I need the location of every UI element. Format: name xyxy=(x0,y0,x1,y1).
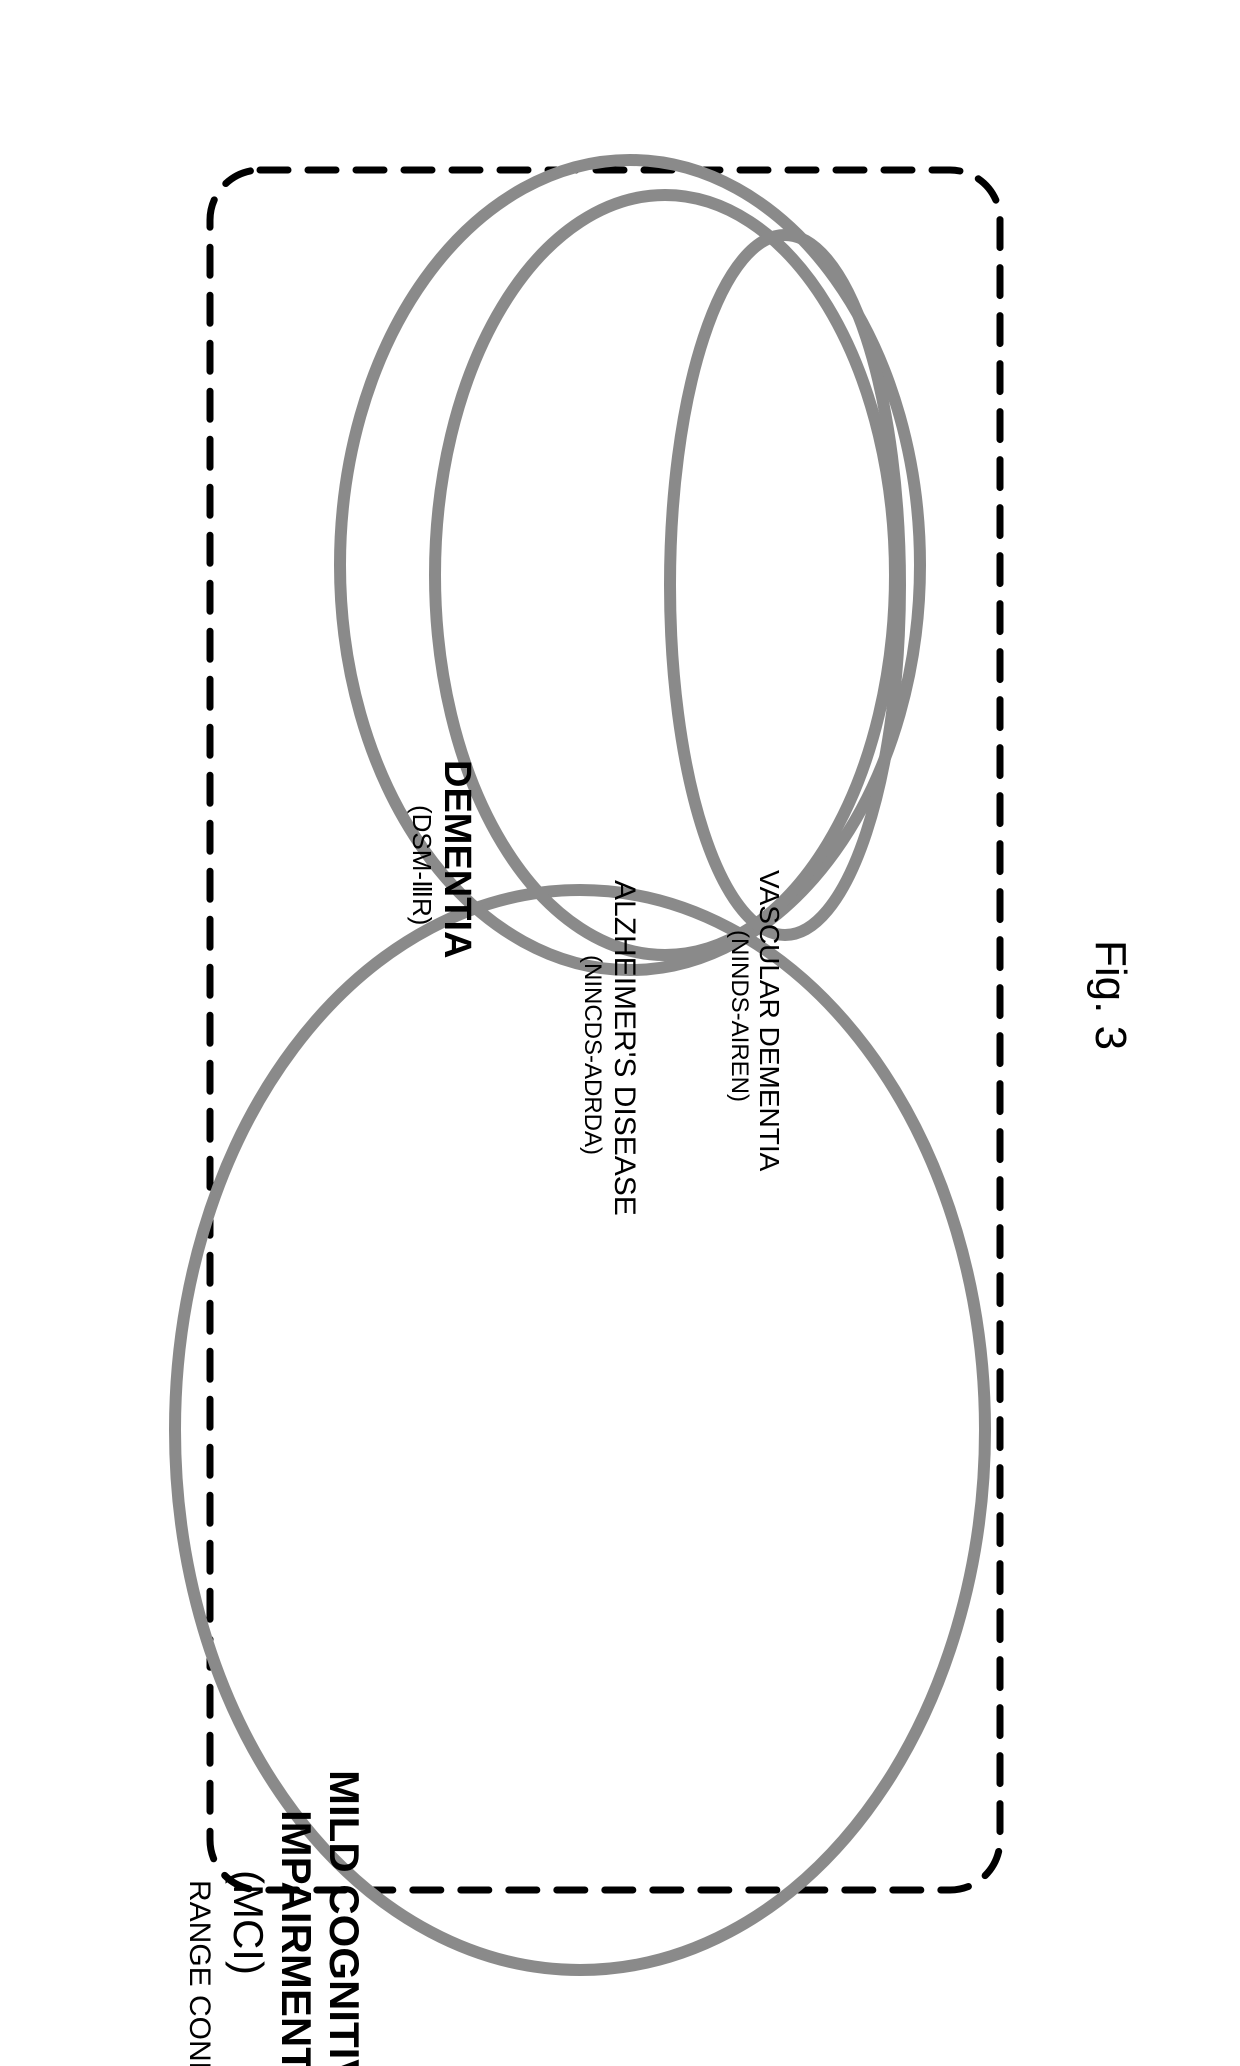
mci-label-line2: IMPAIRMENT xyxy=(273,1810,320,2066)
vascular-ellipse xyxy=(670,235,900,935)
vascular-label-sub: (NINDS-AIREN) xyxy=(726,930,753,1102)
mci-label-sub: (MCI) xyxy=(225,1870,272,1975)
diagram-svg: RANGE CONFIRMABLE BY MMSE ≈ MOCA ≈ HDS-R… xyxy=(0,0,1240,2066)
vascular-label-title: VASCULAR DEMENTIA xyxy=(754,870,785,1172)
outer-box-title: RANGE CONFIRMABLE BY MMSE ≈ MOCA ≈ HDS-R… xyxy=(183,1880,216,2066)
vascular-label-group: VASCULAR DEMENTIA (NINDS-AIREN) xyxy=(726,870,785,1172)
mci-label-group: MILD COGNITIVE IMPAIRMENT (MCI) xyxy=(225,1770,368,2066)
dementia-label-sub: (DSM-ⅢR) xyxy=(407,805,437,925)
dementia-label-title: DEMENTIA xyxy=(436,760,478,958)
mci-label-line1: MILD COGNITIVE xyxy=(321,1770,368,2066)
alzheimer-label-title: ALZHEIMER'S DISEASE xyxy=(608,880,641,1216)
alzheimer-label-sub: (NINCDS-ADRDA) xyxy=(579,955,606,1155)
page-root: Fig. 3 RANGE CONFIRMABLE BY MMSE ≈ MOCA … xyxy=(0,0,1240,2066)
